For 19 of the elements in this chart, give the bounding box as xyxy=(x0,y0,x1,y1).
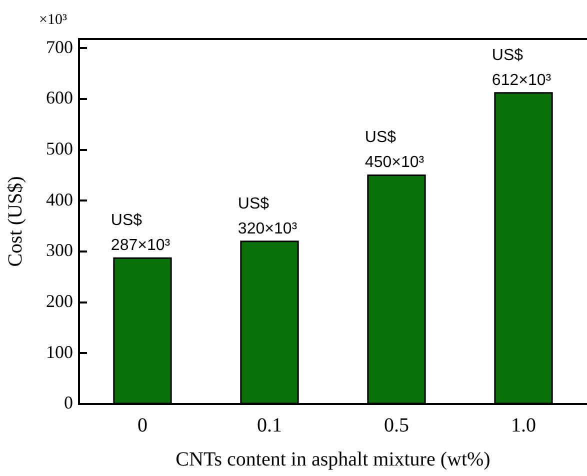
x-tick-label: 0.5 xyxy=(384,414,409,436)
y-tick-label: 100 xyxy=(46,342,73,362)
x-tick-label: 0.1 xyxy=(257,414,282,436)
y-tick-label: 700 xyxy=(46,36,73,57)
x-axis-title: CNTs content in asphalt mixture (wt%) xyxy=(176,448,490,470)
data-label: US$ 287×10³ xyxy=(110,212,171,254)
x-tick-label: 0 xyxy=(138,414,148,436)
y-tick-label: 600 xyxy=(46,88,73,108)
data-label: US$ 612×10³ xyxy=(492,46,552,89)
y-axis-title: Cost (US$) xyxy=(4,176,26,267)
y-tick-label: 500 xyxy=(46,138,73,159)
data-label: US$ 320×10³ xyxy=(238,195,298,238)
y-tick-label: 300 xyxy=(46,240,73,260)
y-tick-label: 0 xyxy=(64,392,73,413)
text: ×10³ xyxy=(39,12,68,28)
y-tick-label: 200 xyxy=(46,291,73,312)
y-tick-label: 400 xyxy=(46,189,73,210)
x-tick-label: 1.0 xyxy=(511,414,536,436)
data-label: US$ 450×10³ xyxy=(364,129,425,172)
